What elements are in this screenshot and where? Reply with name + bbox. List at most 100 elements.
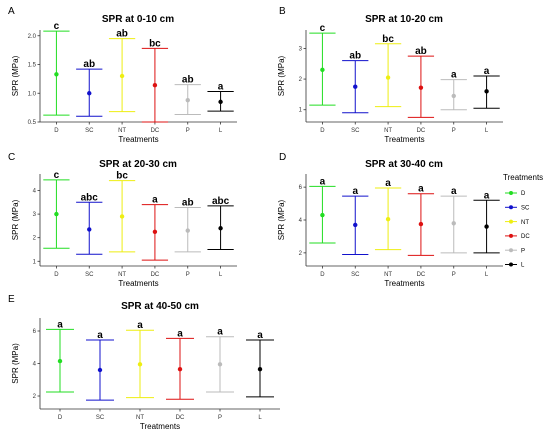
mean-point-nt [119,73,125,79]
y-tick-label: 2 [33,394,37,400]
panel-d: D SPR at 30-40 cm 2 4 6 SPR (MPa) Treatments Da… [277,152,503,288]
y-tick-label: 1.0 [28,91,37,97]
mean-point-d [320,67,325,73]
significance-letter: ab [182,197,194,208]
mean-point-sc [353,222,358,228]
mean-point-l [484,224,489,229]
y-tick-label: 1 [299,108,303,114]
x-tick-label: P [186,128,190,134]
x-tick-label: D [54,272,59,278]
x-tick-label: P [186,272,190,278]
x-axis-title: Treatments [140,422,180,431]
x-tick-label: L [485,272,489,278]
mean-point-sc [97,367,103,373]
y-tick-label: 3 [299,46,303,52]
y-tick-label: 2 [299,77,303,83]
mean-point-nt [385,75,391,80]
x-tick-label: SC [351,128,360,134]
legend-label: L [521,263,525,269]
panel-letter: A [8,6,15,17]
legend-swatch-point [509,219,513,224]
significance-letter: ab [415,46,427,57]
y-axis-title: SPR (MPa) [11,55,20,96]
panel-e: E SPR at 40-50 cm 2 4 6 SPR (MPa) Treatments Da… [8,294,280,431]
mean-point-l [218,226,223,231]
mean-point-dc [177,366,183,372]
legend-label: NT [521,220,529,226]
significance-letter: a [352,186,358,197]
x-tick-label: P [452,128,456,134]
x-tick-label: L [219,128,223,134]
significance-letter: a [137,320,143,331]
y-axis-title: SPR (MPa) [277,55,286,96]
x-tick-label: D [58,415,63,421]
y-axis-title: SPR (MPa) [11,199,20,240]
x-tick-label: D [320,272,325,278]
mean-point-sc [87,227,92,232]
y-tick-label: 1 [33,259,37,265]
x-tick-label: NT [118,272,126,278]
x-tick-label: L [219,272,223,278]
mean-point-d [54,72,59,77]
y-tick-label: 2.0 [28,34,37,40]
panel-title: SPR at 0-10 cm [102,14,174,25]
significance-letter: bc [382,34,394,45]
legend-label: D [521,191,526,197]
x-axis-title: Treatments [118,135,158,144]
x-tick-label: D [54,128,59,134]
legend-swatch-point [509,248,513,253]
significance-letter: a [385,178,391,189]
panel-letter: C [8,152,15,163]
panel-title: SPR at 40-50 cm [121,301,199,312]
y-tick-label: 2 [33,236,37,242]
y-tick-label: 6 [33,329,37,335]
legend-swatch-point [509,262,513,267]
x-tick-label: L [258,415,262,421]
significance-letter: a [57,319,63,330]
panel-a: A SPR at 0-10 cm 0.5 1.0 1.5 2.0 SPR (MPa) Trea… [8,6,237,144]
significance-letter: a [218,82,224,93]
legend-title: Treatments [503,173,543,182]
significance-letter: a [320,176,326,187]
mean-point-p [451,93,456,99]
legend-label: P [521,248,525,254]
x-tick-label: SC [96,415,105,421]
significance-letter: a [484,190,490,201]
x-tick-label: SC [85,128,94,134]
legend-swatch-point [509,191,513,195]
mean-point-sc [87,91,92,96]
mean-point-p [451,221,456,226]
panel-b: B SPR at 10-20 cm 1 2 3 SPR (MPa) Treatments Dc… [277,6,503,144]
x-tick-label: NT [384,128,392,134]
x-tick-label: L [485,128,489,134]
y-axis-title: SPR (MPa) [11,343,20,384]
mean-point-p [185,97,190,103]
mean-point-nt [119,214,125,219]
significance-letter: a [484,66,490,77]
mean-point-p [185,228,190,233]
mean-point-dc [152,229,158,234]
x-tick-label: SC [85,272,94,278]
x-tick-label: D [320,128,325,134]
significance-letter: c [54,170,60,181]
x-tick-label: NT [384,272,392,278]
x-tick-label: DC [417,272,426,278]
y-tick-label: 0.5 [28,120,37,126]
legend-swatch-point [509,233,513,238]
panel-letter: B [279,6,286,17]
x-axis-title: Treatments [384,135,424,144]
significance-letter: a [152,195,158,206]
panel-letter: E [8,294,15,305]
mean-point-dc [152,83,158,88]
panel-title: SPR at 20-30 cm [99,159,177,170]
mean-point-nt [137,362,143,367]
significance-letter: ab [83,59,95,70]
panel-letter: D [279,152,286,163]
mean-point-dc [418,221,424,227]
significance-letter: c [320,23,326,34]
significance-letter: bc [149,38,161,49]
significance-letter: a [257,330,263,341]
y-axis-title: SPR (MPa) [277,199,286,240]
